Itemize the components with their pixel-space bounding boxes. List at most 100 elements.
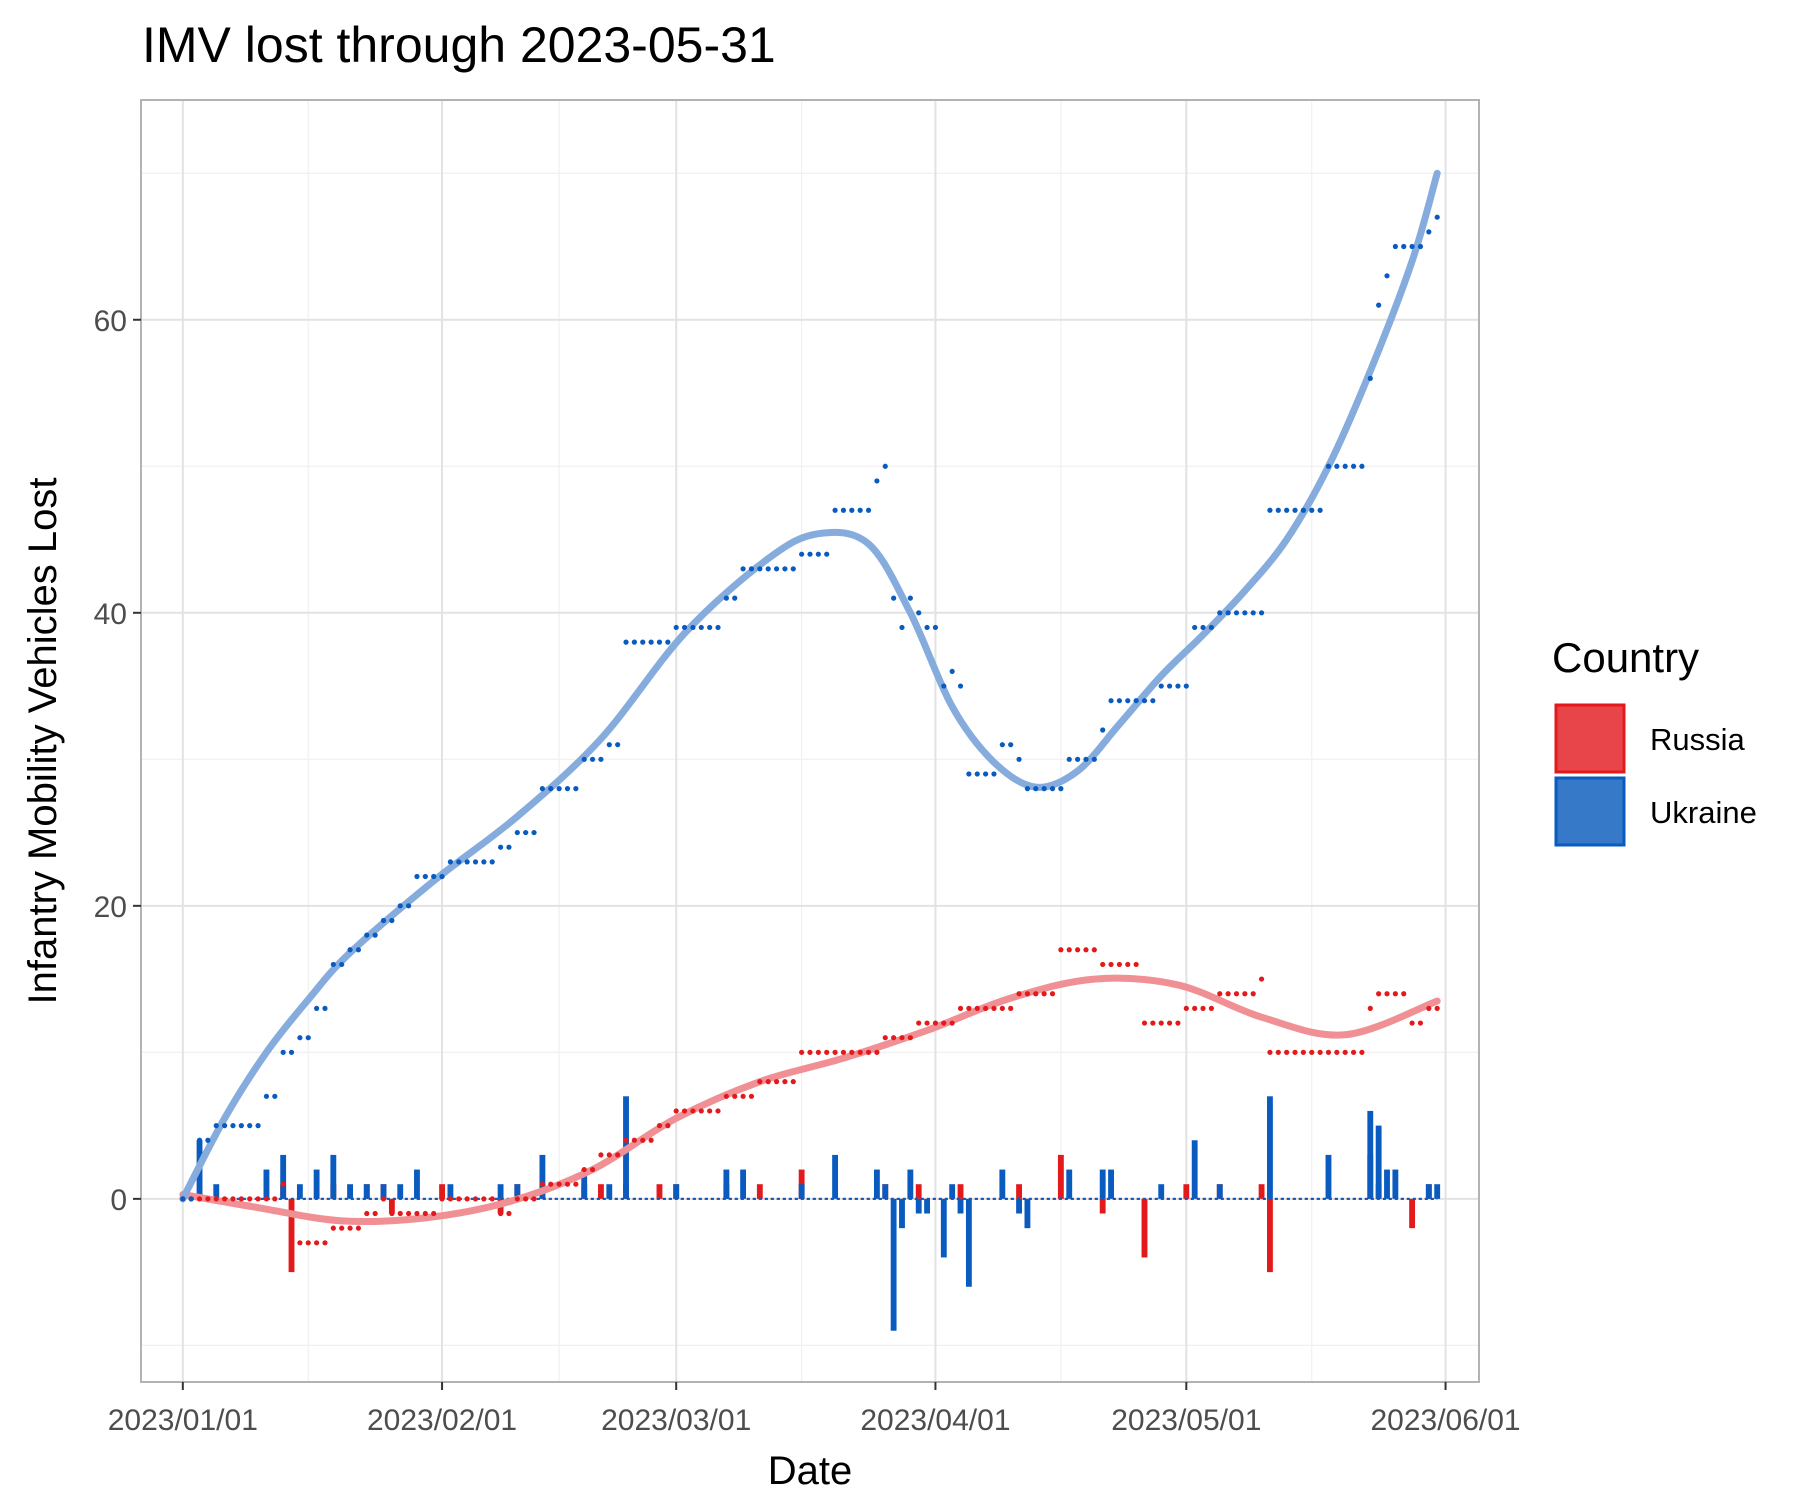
point-ukraine <box>999 742 1005 748</box>
point-russia <box>1434 1005 1440 1011</box>
point-russia <box>765 1079 771 1085</box>
point-russia <box>456 1196 462 1202</box>
point-russia <box>949 1020 955 1026</box>
point-russia <box>1350 1049 1357 1055</box>
point-russia <box>1233 991 1240 997</box>
point-russia <box>464 1196 470 1202</box>
y-tick-label: 20 <box>94 891 127 924</box>
point-russia <box>556 1181 562 1187</box>
bar-ukraine <box>1099 1169 1106 1199</box>
point-ukraine <box>1284 507 1290 513</box>
point-ukraine <box>740 566 746 572</box>
point-russia <box>247 1196 253 1202</box>
point-ukraine <box>506 844 512 850</box>
point-russia <box>1208 1005 1214 1011</box>
point-ukraine <box>1258 610 1265 616</box>
legend-title: Country <box>1552 634 1699 681</box>
point-russia <box>305 1240 311 1246</box>
point-ukraine <box>539 786 546 792</box>
point-russia <box>380 1196 387 1202</box>
point-ukraine <box>1049 786 1056 792</box>
point-russia <box>1376 991 1382 997</box>
point-russia <box>656 1123 663 1129</box>
point-ukraine <box>1359 463 1365 469</box>
point-russia <box>196 1196 203 1202</box>
point-ukraine <box>1175 683 1181 689</box>
point-russia <box>1066 947 1072 953</box>
point-ukraine <box>782 566 788 572</box>
point-russia <box>1083 947 1089 953</box>
point-russia <box>1309 1049 1315 1055</box>
point-ukraine <box>205 1137 211 1143</box>
point-russia <box>690 1108 696 1114</box>
point-russia <box>238 1196 244 1202</box>
point-russia <box>1275 1049 1281 1055</box>
point-ukraine <box>874 478 880 484</box>
point-russia <box>397 1210 403 1217</box>
point-ukraine <box>397 903 403 909</box>
point-ukraine <box>840 507 847 513</box>
bar-ukraine <box>949 1184 956 1199</box>
point-ukraine <box>213 1123 219 1129</box>
y-axis-ticks: 0 20 40 60 <box>94 305 141 1217</box>
point-ukraine <box>297 1035 303 1041</box>
point-ukraine <box>1133 698 1139 704</box>
point-ukraine <box>882 463 888 469</box>
point-russia <box>564 1181 571 1187</box>
point-russia <box>1317 1049 1323 1055</box>
point-ukraine <box>748 566 755 572</box>
bar-ukraine <box>890 1198 897 1331</box>
point-ukraine <box>941 683 947 689</box>
point-ukraine <box>330 961 336 968</box>
point-ukraine <box>1275 507 1281 513</box>
point-russia <box>1426 1005 1432 1011</box>
point-russia <box>531 1196 537 1202</box>
point-russia <box>824 1049 830 1055</box>
bar-ukraine <box>740 1169 747 1199</box>
bar-ukraine <box>414 1169 420 1199</box>
point-russia <box>1258 976 1265 982</box>
point-russia <box>1183 1005 1189 1011</box>
point-ukraine <box>288 1049 295 1055</box>
point-russia <box>406 1210 412 1217</box>
point-russia <box>1033 991 1039 997</box>
point-ukraine <box>1342 463 1348 469</box>
point-ukraine <box>949 668 955 675</box>
point-russia <box>1016 991 1022 997</box>
bar-russia <box>288 1198 295 1273</box>
point-russia <box>991 1005 997 1011</box>
bar-ukraine <box>497 1184 504 1199</box>
point-russia <box>1024 991 1031 997</box>
bar-ukraine <box>397 1184 404 1199</box>
point-russia <box>832 1049 838 1055</box>
point-russia <box>481 1196 487 1202</box>
point-ukraine <box>723 595 729 601</box>
point-russia <box>573 1181 579 1187</box>
point-russia <box>1100 961 1106 968</box>
point-ukraine <box>631 639 637 645</box>
point-ukraine <box>648 639 654 645</box>
point-russia <box>1125 961 1131 968</box>
bar-ukraine <box>539 1154 546 1199</box>
point-russia <box>606 1152 612 1158</box>
x-tick-label: 2023/05/01 <box>1111 1404 1261 1437</box>
point-russia <box>615 1152 621 1158</box>
point-russia <box>1116 961 1123 968</box>
point-russia <box>999 1005 1005 1011</box>
point-ukraine <box>196 1137 203 1143</box>
bar-ukraine <box>1216 1184 1223 1199</box>
point-ukraine <box>314 1005 320 1011</box>
point-ukraine <box>472 859 479 865</box>
point-russia <box>472 1196 479 1202</box>
point-ukraine <box>531 829 537 836</box>
point-ukraine <box>489 859 495 865</box>
point-ukraine <box>640 639 646 645</box>
point-russia <box>539 1181 546 1187</box>
point-ukraine <box>857 507 863 513</box>
point-ukraine <box>899 624 905 631</box>
point-ukraine <box>364 932 370 938</box>
x-tick-label: 2023/04/01 <box>860 1404 1010 1437</box>
point-ukraine <box>238 1123 244 1129</box>
grid-major-lines <box>141 100 1479 1382</box>
